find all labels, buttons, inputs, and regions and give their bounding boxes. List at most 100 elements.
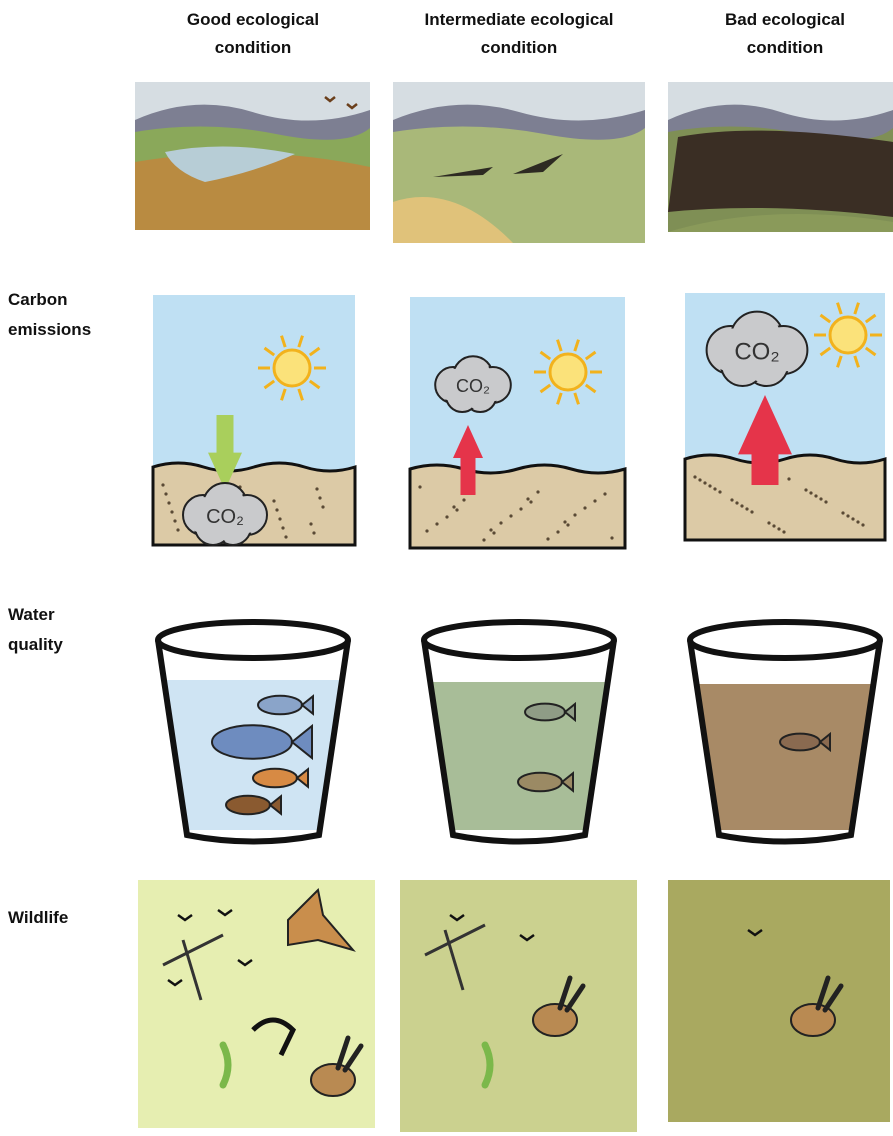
background [400,880,637,1132]
soil-speck [526,497,529,500]
fish [525,704,565,721]
illustrations: CO₂ CO₂ CO₂ [0,0,893,1136]
soil-speck [281,526,284,529]
soil-speck [315,487,318,490]
carbon-panel [410,297,625,548]
soil-speck [455,508,458,511]
wildlife-panel [138,880,375,1128]
soil-speck [509,514,512,517]
co2-label: CO₂ [206,506,244,528]
fish [518,773,562,791]
soil-speck [278,517,281,520]
soil-speck [536,490,539,493]
soil-speck [170,510,173,513]
soil-speck [272,499,275,502]
glass [158,622,348,842]
water [431,682,607,830]
soil-speck [703,481,706,484]
fish [258,696,302,714]
soil-speck [750,510,753,513]
co2-label: CO₂ [456,376,490,396]
soil-speck [566,523,569,526]
column-header: Good ecological condition [153,6,353,62]
fish [226,796,270,814]
soil-speck [718,490,721,493]
soil-speck [772,524,775,527]
soil-speck [482,538,485,541]
soil-speck [809,491,812,494]
column-header: Intermediate ecological condition [389,6,649,62]
soil-speck [321,505,324,508]
landscape [393,82,645,243]
soil-speck [167,501,170,504]
soil-speck [745,507,748,510]
soil-speck [804,488,807,491]
sun-disc [830,317,866,353]
sun-disc [274,350,310,386]
glass-rim [424,622,614,658]
column-header: Bad ecological condition [695,6,875,62]
soil-speck [529,500,532,503]
soil [410,465,625,548]
glass [424,622,614,842]
soil-speck [161,483,164,486]
soil-speck [489,528,492,531]
soil-speck [462,498,465,501]
fish [212,725,292,759]
soil-speck [846,514,849,517]
soil-speck [563,520,566,523]
soil-speck [777,527,780,530]
soil-speck [556,530,559,533]
soil-speck [499,521,502,524]
soil-speck [492,531,495,534]
landscape [668,82,893,232]
soil-speck [730,498,733,501]
soil-speck [767,521,770,524]
soil-speck [740,504,743,507]
soil-speck [425,529,428,532]
soil-speck [735,501,738,504]
soil-speck [435,522,438,525]
soil-speck [309,522,312,525]
soil-speck [275,508,278,511]
row-header: Carbon emissions [8,285,128,345]
soil-speck [445,515,448,518]
soil-speck [708,484,711,487]
soil-speck [583,506,586,509]
soil-speck [787,477,790,480]
soil-speck [693,475,696,478]
soil-speck [841,511,844,514]
page: CO₂ CO₂ CO₂ Good ecological condition Inte… [0,0,893,1136]
soil-speck [603,492,606,495]
glass-rim [158,622,348,658]
sun-disc [550,354,586,390]
soil-speck [782,530,785,533]
fish [780,734,820,751]
background [668,880,890,1122]
soil-speck [824,500,827,503]
soil-speck [861,523,864,526]
fish [253,769,297,787]
soil-speck [452,505,455,508]
soil-speck [164,492,167,495]
row-header: Wildlife [8,903,128,933]
soil-speck [713,487,716,490]
soil-speck [284,535,287,538]
soil-speck [856,520,859,523]
soil-speck [851,517,854,520]
glass-rim [690,622,880,658]
soil-speck [418,485,421,488]
soil-speck [573,513,576,516]
soil-speck [698,478,701,481]
soil-speck [318,496,321,499]
soil-speck [593,499,596,502]
wildlife-panel [668,880,890,1122]
soil-speck [176,528,179,531]
soil [685,455,885,540]
soil-speck [519,507,522,510]
peat [668,131,893,217]
soil-speck [173,519,176,522]
row-header: Water quality [8,600,88,660]
co2-label: CO₂ [734,339,779,366]
soil-speck [610,536,613,539]
